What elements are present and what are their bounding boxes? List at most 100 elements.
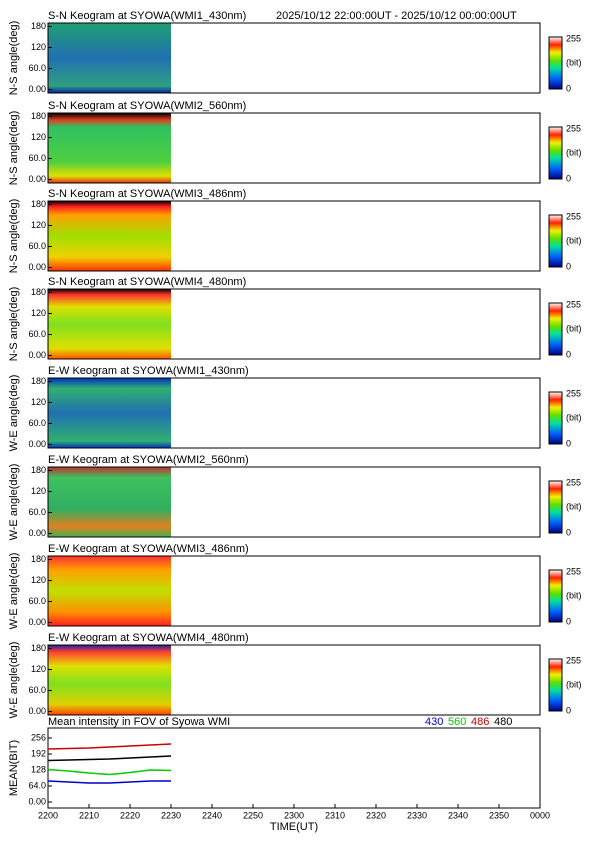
colorbar-tick-label: 0 (566, 616, 571, 626)
keogram-image (48, 23, 171, 93)
colorbar-label: (bit) (566, 57, 582, 67)
colorbar-tick-label: 0 (566, 527, 571, 537)
panel-title: E-W Keogram at SYOWA(WMI3_486nm) (48, 543, 249, 555)
colorbar (548, 658, 563, 712)
keogram-image (48, 201, 171, 271)
colorbar (548, 391, 563, 445)
y-axis-label: N-S angle(deg) (8, 21, 20, 96)
time-range: 2025/10/12 22:00:00UT - 2025/10/12 00:00… (276, 10, 517, 22)
x-tick-label: 2230 (161, 810, 181, 820)
y-tick-label: 60.0 (28, 63, 46, 73)
colorbar-tick-label: 255 (566, 655, 581, 665)
colorbar-label: (bit) (566, 590, 582, 600)
series-line (47, 768, 172, 776)
colorbar-label: (bit) (566, 235, 582, 245)
y-tick-label: 120 (31, 132, 46, 142)
panel-title: S-N Keogram at SYOWA(WMI1_430nm) (48, 10, 246, 22)
y-tick-label: 180 (31, 21, 46, 31)
y-tick-label: 64.0 (28, 780, 46, 790)
y-tick-label: 180 (31, 111, 46, 121)
y-tick-label: 60.0 (28, 507, 46, 517)
colorbar (548, 36, 563, 90)
y-axis-label: N-S angle(deg) (8, 199, 20, 274)
y-tick-label: 128 (31, 764, 46, 774)
y-tick-label: 60.0 (28, 329, 46, 339)
panel-title: S-N Keogram at SYOWA(WMI3_486nm) (48, 188, 246, 200)
y-tick-label: 180 (31, 287, 46, 297)
y-tick-label: 0.00 (28, 84, 46, 94)
y-tick-label: 0.00 (28, 262, 46, 272)
colorbar (548, 302, 563, 356)
y-tick-label: 180 (31, 554, 46, 564)
y-tick-label: 60.0 (28, 596, 46, 606)
panel-title: S-N Keogram at SYOWA(WMI4_480nm) (48, 276, 246, 288)
y-axis-label: N-S angle(deg) (8, 287, 20, 362)
y-axis-label: MEAN(BIT) (8, 740, 20, 796)
colorbar-tick-label: 255 (566, 566, 581, 576)
colorbar-tick-label: 255 (566, 33, 581, 43)
x-tick-label: 2210 (79, 810, 99, 820)
y-axis-label: W-E angle(deg) (8, 464, 20, 541)
panel-title: E-W Keogram at SYOWA(WMI4_480nm) (48, 632, 249, 644)
y-tick-label: 0.00 (28, 796, 46, 806)
colorbar-tick-label: 0 (566, 705, 571, 715)
colorbar-tick-label: 0 (566, 261, 571, 271)
x-tick-label: 2250 (243, 810, 263, 820)
x-tick-label: 2200 (38, 810, 58, 820)
y-tick-label: 120 (31, 486, 46, 496)
series-line (47, 780, 171, 784)
panel-title: S-N Keogram at SYOWA(WMI2_560nm) (48, 100, 246, 112)
colorbar-tick-label: 255 (566, 299, 581, 309)
panel-title: E-W Keogram at SYOWA(WMI2_560nm) (48, 454, 249, 466)
y-tick-label: 0.00 (28, 706, 46, 716)
colorbar-tick-label: 255 (566, 477, 581, 487)
plot-frame (47, 200, 541, 272)
colorbar-tick-label: 255 (566, 388, 581, 398)
y-axis-label: N-S angle(deg) (8, 111, 20, 186)
keogram-image (48, 113, 171, 183)
colorbar-tick-label: 255 (566, 211, 581, 221)
colorbar-label: (bit) (566, 679, 582, 689)
y-tick-label: 120 (31, 397, 46, 407)
plot-frame (47, 112, 541, 184)
legend-entry: 430 (425, 716, 443, 728)
keogram-image (48, 467, 171, 537)
y-tick-label: 192 (31, 748, 46, 758)
colorbar-tick-label: 0 (566, 349, 571, 359)
x-tick-label: 2240 (202, 810, 222, 820)
colorbar (548, 569, 563, 623)
panel-title: Mean intensity in FOV of Syowa WMI (48, 716, 230, 728)
x-tick-label: 2220 (120, 810, 140, 820)
keogram-image (48, 556, 171, 626)
x-tick-label: 2330 (407, 810, 427, 820)
panel-title: E-W Keogram at SYOWA(WMI1_430nm) (48, 365, 249, 377)
y-tick-label: 180 (31, 643, 46, 653)
y-tick-label: 60.0 (28, 685, 46, 695)
y-tick-label: 256 (31, 732, 46, 742)
x-tick-label: 0000 (530, 810, 550, 820)
legend-entry: 480 (494, 716, 512, 728)
colorbar (548, 480, 563, 534)
colorbar-label: (bit) (566, 323, 582, 333)
colorbar-tick-label: 255 (566, 123, 581, 133)
x-tick-label: 2320 (366, 810, 386, 820)
y-tick-label: 0.00 (28, 528, 46, 538)
plot-frame (47, 288, 541, 360)
x-tick-label: 2310 (325, 810, 345, 820)
y-axis-label: W-E angle(deg) (8, 553, 20, 630)
y-tick-label: 120 (31, 308, 46, 318)
colorbar-tick-label: 0 (566, 83, 571, 93)
series-line (47, 755, 172, 762)
series-line (47, 743, 172, 750)
y-tick-label: 120 (31, 42, 46, 52)
y-tick-label: 0.00 (28, 174, 46, 184)
y-tick-label: 0.00 (28, 350, 46, 360)
keogram-image (48, 645, 171, 715)
y-tick-label: 180 (31, 465, 46, 475)
x-tick-label: 2350 (489, 810, 509, 820)
y-tick-label: 60.0 (28, 153, 46, 163)
y-tick-label: 180 (31, 376, 46, 386)
x-axis-label: TIME(UT) (270, 821, 318, 833)
legend-entry: 560 (448, 716, 466, 728)
